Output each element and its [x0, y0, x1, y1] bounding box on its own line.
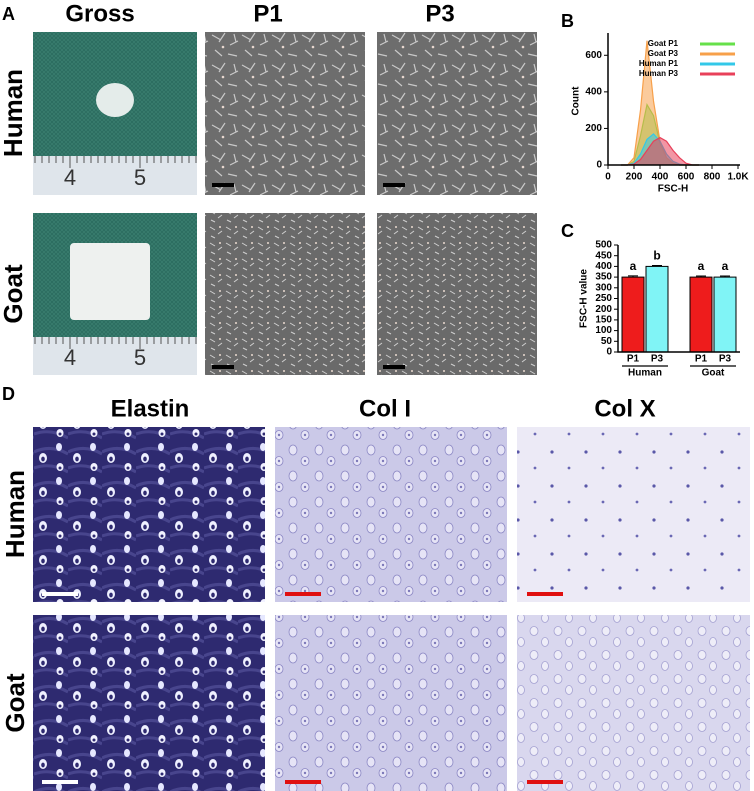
x-tick-label: 200: [626, 172, 643, 183]
row-label: Goat: [0, 673, 30, 733]
y-tick-label: 400: [595, 261, 612, 272]
row-label: Human: [0, 470, 30, 558]
legend-label: Goat P1: [648, 39, 679, 48]
bar: [645, 265, 669, 353]
x-axis-label: FSC-H: [658, 184, 689, 195]
micro-photo: [377, 32, 537, 195]
error-bar: [628, 275, 638, 278]
scale-bar: [42, 780, 78, 784]
scale-bar: [42, 592, 78, 596]
panel-d-images: [33, 427, 750, 791]
micro-photo: [377, 213, 537, 375]
significance-label: a: [630, 259, 637, 273]
x-tick-label: 400: [652, 172, 669, 183]
error-bar: [652, 265, 662, 267]
tissue: [96, 83, 134, 117]
micro-photo: [205, 32, 365, 195]
ruler-number: 5: [134, 345, 146, 370]
scale-bar: [527, 780, 563, 784]
y-tick-label: 600: [585, 50, 602, 61]
y-tick-label: 150: [595, 315, 612, 326]
ruler-ticks: [34, 156, 197, 349]
series-line: [621, 136, 699, 166]
y-tick-label: 200: [595, 304, 612, 315]
significance-label: a: [722, 259, 729, 273]
legend-label: Goat P3: [648, 49, 679, 58]
row-label: Goat: [0, 264, 28, 324]
legend-label: Human P1: [639, 59, 679, 68]
histology: [33, 427, 265, 602]
area: [621, 40, 699, 165]
y-tick-label: 0: [596, 160, 602, 171]
bar: [689, 276, 713, 353]
y-tick-label: 200: [585, 123, 602, 134]
scale-bar: [383, 365, 405, 369]
bar: [713, 276, 737, 353]
x-tick-label: P3: [651, 354, 664, 365]
y-tick-label: 350: [595, 272, 612, 283]
panel-label: A: [2, 4, 15, 24]
column-header: Elastin: [111, 395, 190, 422]
x-tick-label: 0: [605, 172, 611, 183]
y-tick-label: 250: [595, 293, 612, 304]
panel-a-images: [33, 32, 537, 375]
column-header: Gross: [65, 0, 134, 27]
y-tick-label: 400: [585, 86, 602, 97]
ruler: [33, 156, 197, 195]
error-bar: [720, 275, 730, 278]
histology: [517, 427, 750, 602]
group-label: Goat: [702, 368, 725, 379]
scale-bar: [212, 183, 234, 187]
ruler-number: 5: [134, 165, 146, 190]
bar: [621, 276, 645, 353]
x-tick-label: P1: [627, 354, 640, 365]
scale-bar: [285, 592, 321, 596]
row-label: Human: [0, 69, 28, 157]
ruler: [33, 337, 197, 375]
tissue: [70, 243, 150, 320]
y-axis-label: Count: [571, 86, 582, 116]
scale-bar: [212, 365, 234, 369]
x-tick-label: 800: [704, 172, 721, 183]
column-header: P3: [425, 0, 454, 27]
micro-photo: [205, 213, 365, 375]
y-tick-label: 50: [601, 336, 613, 347]
x-tick-label: P3: [719, 354, 732, 365]
y-tick-label: 500: [595, 240, 612, 251]
column-header: Col I: [359, 395, 411, 422]
scale-bar: [285, 780, 321, 784]
x-tick-label: 600: [678, 172, 695, 183]
y-tick-label: 100: [595, 325, 612, 336]
column-header: Col X: [594, 395, 655, 422]
scale-bar: [527, 592, 563, 596]
column-header: P1: [253, 0, 282, 27]
group-label: Human: [628, 368, 662, 379]
error-bar: [696, 275, 706, 278]
significance-label: a: [698, 259, 705, 273]
y-axis-label: FSC-H value: [579, 269, 590, 328]
x-tick-label: P1: [695, 354, 708, 365]
y-tick-label: 0: [606, 347, 612, 358]
ruler-number: 4: [64, 165, 76, 190]
histology: [275, 427, 507, 602]
panel-label: B: [561, 11, 574, 31]
panel-label: D: [2, 384, 15, 404]
x-tick-label: 1.0K: [727, 172, 749, 183]
y-tick-label: 450: [595, 250, 612, 261]
legend-label: Human P3: [639, 69, 679, 78]
scale-bar: [383, 183, 405, 187]
ruler-number: 4: [64, 345, 76, 370]
histology: [33, 615, 265, 791]
panel-label: C: [561, 221, 574, 241]
y-tick-label: 300: [595, 282, 612, 293]
histology: [275, 615, 507, 791]
significance-label: b: [653, 249, 660, 263]
histology: [517, 615, 750, 791]
